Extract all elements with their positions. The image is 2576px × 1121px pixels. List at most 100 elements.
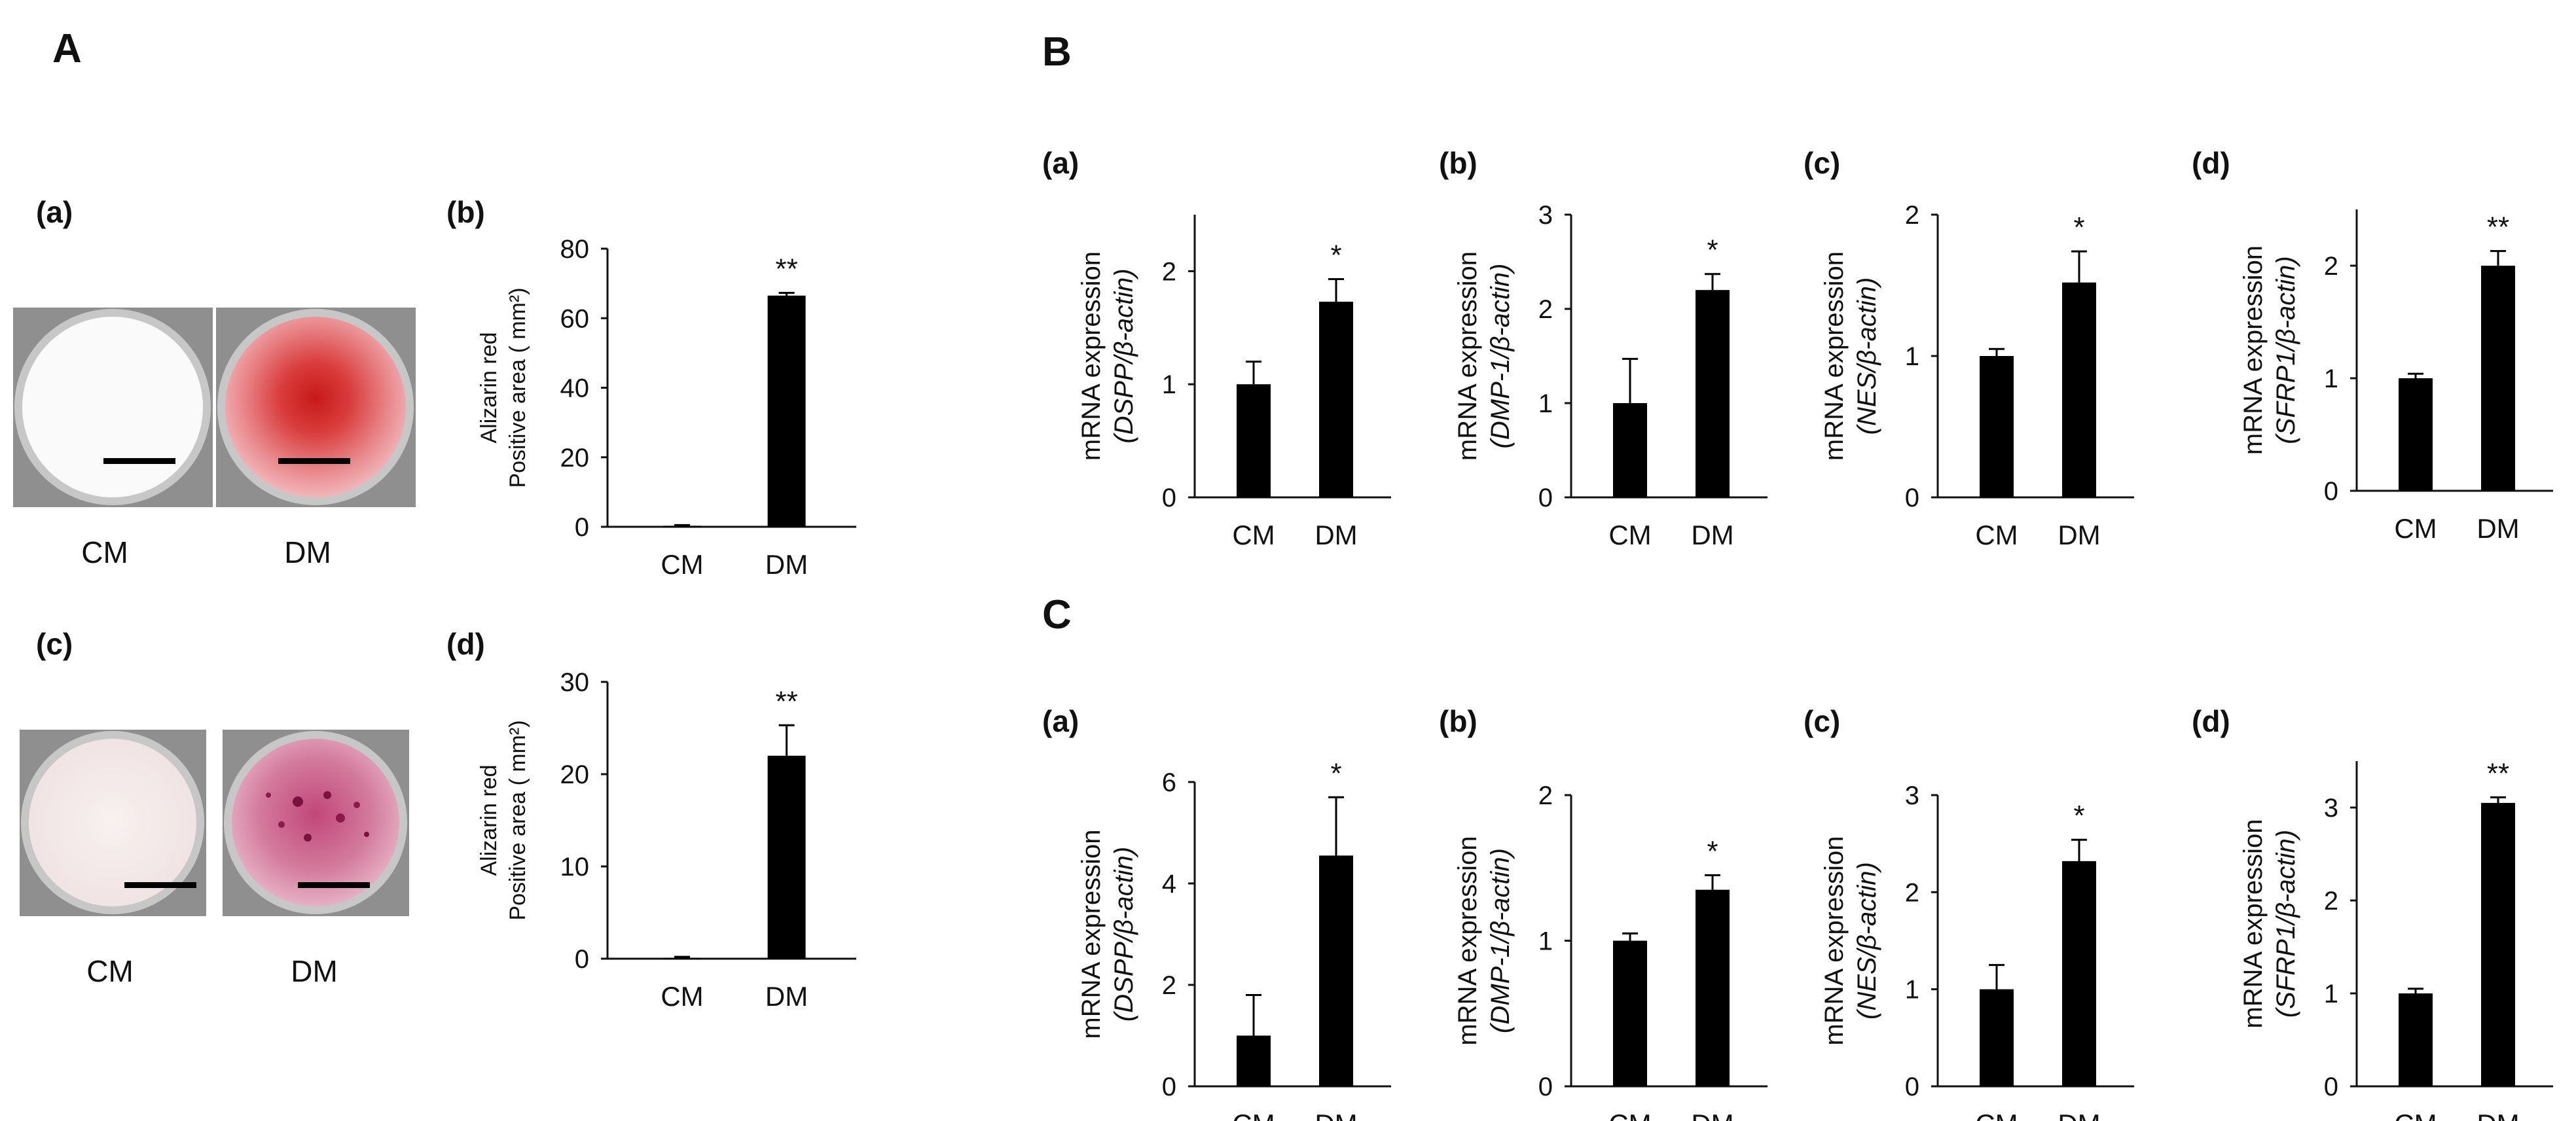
x-tick-label: DM <box>2476 1109 2519 1121</box>
y-axis-label-line: Positive area ( mm²) <box>505 720 530 920</box>
y-axis-label: mRNA expression (DMP-1/β-actin) <box>1453 251 1515 461</box>
significance-marker: * <box>1330 757 1341 789</box>
chart-panel-label: (b) <box>1439 146 1478 180</box>
y-tick-label: 3 <box>1538 201 1553 230</box>
well-photo-dm <box>223 730 409 916</box>
y-axis-label-line: mRNA expression <box>2239 819 2268 1028</box>
y-tick-label: 10 <box>560 853 590 881</box>
well-photo-cm <box>13 308 213 507</box>
bar-dm <box>767 295 806 527</box>
significance-marker: * <box>1330 239 1341 271</box>
x-tick-label: CM <box>1232 1109 1275 1121</box>
significance-marker: ** <box>775 253 797 285</box>
bar-cm <box>1237 384 1271 497</box>
significance-marker: ** <box>2487 211 2509 243</box>
photo-panel-label: (a) <box>36 195 73 229</box>
chart-c-b: (b) 0 1 2 mRNA expression(DMP-1/β-actin) CM * D… <box>1439 704 1768 1121</box>
y-tick-label: 3 <box>1905 781 1919 810</box>
y-axis-label-line: mRNA expression <box>1077 251 1106 461</box>
y-tick-label: 0 <box>1162 484 1176 512</box>
x-tick-label: DM <box>765 981 808 1012</box>
y-tick-label: 0 <box>1538 1073 1553 1101</box>
significance-marker: ** <box>775 685 797 717</box>
y-axis-label-line: (SFRP1/β-actin) <box>2272 830 2300 1018</box>
chart-panel-label: (d) <box>2192 704 2230 738</box>
significance-marker: * <box>2073 211 2084 243</box>
x-tick-label: DM <box>1691 1109 1733 1121</box>
chart-b-c: (c) 0 1 2 mRNA expression (NES/β-actin) CM * DM <box>1804 146 2134 550</box>
y-tick-label: 40 <box>560 374 590 403</box>
photo-panel-row2: (c) CM DM <box>20 627 409 988</box>
scale-bar <box>298 882 370 888</box>
y-tick-label: 2 <box>1538 295 1553 324</box>
chart-b-d: (d) 0 1 2 mRNA expression (SFRP1/β-actin) CM **… <box>2192 146 2553 544</box>
well-label-dm: DM <box>284 535 331 569</box>
bar-cm <box>1237 1035 1271 1086</box>
chart-c-d: (d) 0 1 2 3 mRNA expression(SFRP1/β-actin) CM *… <box>2192 704 2553 1121</box>
y-tick-label: 1 <box>1905 976 1919 1005</box>
y-tick-label: 2 <box>1905 878 1919 907</box>
y-axis-label-line: (DSPP/β-actin) <box>1110 268 1138 443</box>
y-axis-label: mRNA expression (NES/β-actin) <box>1820 836 1881 1045</box>
y-tick-label: 1 <box>1905 342 1919 371</box>
y-tick-label: 2 <box>1905 201 1919 230</box>
bar-cm <box>1613 403 1647 497</box>
well-photo-dm <box>216 308 416 507</box>
chart-c-a: (a) 0 2 4 6 mRNA expression(DSPP/β-actin) CM * D… <box>1042 704 1391 1121</box>
y-axis-label-line: (DMP-1/β-actin) <box>1486 848 1515 1033</box>
bar-cm <box>663 525 701 527</box>
x-tick-label: CM <box>2394 513 2437 544</box>
x-tick-label: CM <box>661 549 703 580</box>
y-tick-label: 2 <box>2324 252 2338 281</box>
y-axis-label: mRNA expression (SFRP1/β-actin) <box>2239 819 2300 1028</box>
bar-dm <box>1696 290 1730 497</box>
panel-letter-C: C <box>1042 592 1072 637</box>
scale-bar <box>278 458 350 464</box>
chart-panel-label: (b) <box>446 195 485 229</box>
well-label-cm: CM <box>86 954 134 988</box>
significance-marker: * <box>1707 234 1718 266</box>
y-tick-label: 30 <box>560 668 590 697</box>
y-tick-label: 6 <box>1162 768 1176 797</box>
y-tick-label: 2 <box>1162 257 1176 286</box>
bar-dm <box>1696 889 1730 1086</box>
y-axis-label-line: mRNA expression <box>2239 245 2268 455</box>
x-tick-label: CM <box>2394 1109 2437 1121</box>
photo-panel-label: (c) <box>36 627 73 661</box>
x-tick-label: DM <box>1315 520 1357 550</box>
y-tick-label: 0 <box>2324 1073 2338 1101</box>
y-tick-label: 1 <box>1538 927 1553 956</box>
y-tick-label: 20 <box>560 760 590 789</box>
y-axis-label-line: (NES/β-actin) <box>1853 277 1881 435</box>
y-axis-label-line: mRNA expression <box>1820 251 1849 461</box>
y-tick-label: 0 <box>575 513 589 542</box>
chart-b-b: (b) 0 1 2 3 mRNA expression (DMP-1/β-actin) CM *… <box>1439 146 1768 550</box>
bar-dm <box>2062 861 2096 1086</box>
significance-marker: ** <box>2487 757 2509 789</box>
x-tick-label: DM <box>2476 513 2519 544</box>
panel-letter-B: B <box>1042 29 1072 75</box>
y-tick-label: 2 <box>1162 971 1176 1000</box>
chart-panel-label: (d) <box>2192 146 2230 180</box>
y-tick-label: 4 <box>1162 870 1176 899</box>
y-axis-label-line: Alizarin red <box>477 332 501 443</box>
y-axis-label-line: (DMP-1/β-actin) <box>1486 264 1515 449</box>
bar-cm <box>1980 356 2014 497</box>
y-tick-label: 0 <box>1162 1073 1176 1101</box>
well-photo-cm <box>20 730 206 916</box>
y-tick-label: 0 <box>2324 477 2338 506</box>
chart-a-b: (b) 0 20 40 60 80 Alizarin red Positive area ( … <box>446 195 856 580</box>
bar-cm <box>2399 378 2433 491</box>
chart-b-a: (a) 0 1 2 mRNA expression (DSPP/β-actin) CM * DM <box>1042 146 1391 550</box>
x-tick-label: CM <box>1608 520 1651 550</box>
chart-panel-label: (a) <box>1042 704 1079 738</box>
bar-dm <box>1319 855 1353 1086</box>
photo-panel-row1: (a) CM DM <box>13 195 416 569</box>
bar-cm <box>1980 989 2014 1086</box>
scale-bar <box>124 882 196 888</box>
y-tick-label: 80 <box>560 235 590 264</box>
y-axis-label-line: mRNA expression <box>1453 251 1482 461</box>
y-tick-label: 0 <box>575 945 589 974</box>
bar-dm <box>767 755 806 959</box>
